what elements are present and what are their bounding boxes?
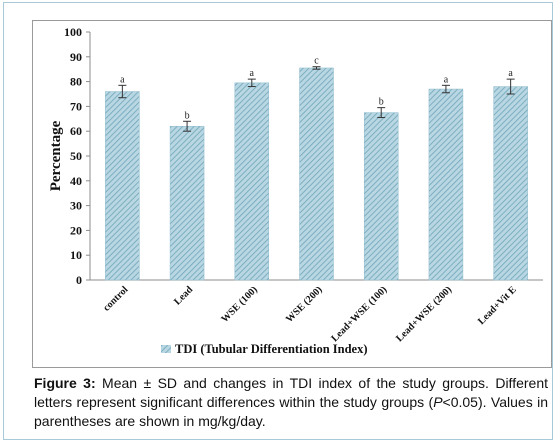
x-tick-label: Lead+WSE (200)	[394, 284, 454, 344]
bar-3	[299, 67, 334, 281]
x-tick-label: WSE (100)	[219, 284, 260, 325]
x-tick-label: Lead+Vit E	[476, 284, 519, 327]
y-tick-label: 70	[70, 99, 82, 113]
significance-letter: a	[120, 74, 125, 85]
figure-caption: Figure 3: Mean ± SD and changes in TDI i…	[34, 374, 548, 431]
legend: TDI (Tubular Differentiation Index)	[161, 342, 368, 356]
bar-5	[428, 88, 464, 281]
bars: a b a c b a a	[105, 56, 528, 281]
chart-area: 0 10 20 30 40 50 60 70 80 90 100 Percentage control…	[32, 20, 552, 368]
y-tick-label: 10	[70, 248, 82, 262]
bar-6	[493, 86, 528, 281]
x-tick-label: WSE (200)	[284, 284, 325, 325]
x-tick-label: control	[101, 284, 130, 313]
bar-1	[169, 125, 205, 281]
bar-0	[105, 91, 140, 281]
y-axis: 0 10 20 30 40 50 60 70 80 90 100 Percentage	[48, 25, 91, 287]
bar-4	[363, 112, 399, 281]
significance-letter: a	[250, 68, 255, 79]
y-tick-label: 30	[70, 199, 82, 213]
caption-text-1: Mean ± SD and changes in TDI index of th…	[34, 375, 548, 410]
significance-letter: b	[185, 110, 190, 121]
significance-letter: a	[508, 68, 513, 79]
significance-letter: b	[379, 97, 384, 108]
legend-swatch	[161, 345, 171, 353]
x-tick-label: Lead	[172, 284, 195, 307]
x-tick-label: Lead+WSE (100)	[329, 284, 389, 344]
caption-p-symbol: P	[433, 394, 443, 410]
y-axis-label: Percentage	[48, 120, 64, 191]
bar-chart: 0 10 20 30 40 50 60 70 80 90 100 Percentage control…	[48, 25, 543, 356]
y-tick-label: 60	[70, 124, 82, 138]
y-tick-label: 0	[76, 273, 82, 287]
y-tick-label: 20	[70, 223, 82, 237]
y-tick-label: 50	[70, 149, 82, 163]
significance-letter: c	[314, 56, 319, 67]
y-tick-label: 40	[70, 174, 82, 188]
bar-2	[234, 82, 270, 281]
y-tick-label: 90	[70, 50, 82, 64]
y-tick-label: 100	[64, 25, 82, 39]
caption-text-2: <0.05). Values in parentheses are shown …	[34, 394, 549, 429]
y-tick-label: 80	[70, 75, 82, 89]
legend-label: TDI (Tubular Differentiation Index)	[175, 342, 368, 356]
significance-letter: a	[444, 74, 449, 85]
caption-label: Figure 3:	[34, 375, 96, 391]
x-axis: control Lead WSE (100) WSE (200) Lead+WSE (1…	[90, 279, 543, 344]
